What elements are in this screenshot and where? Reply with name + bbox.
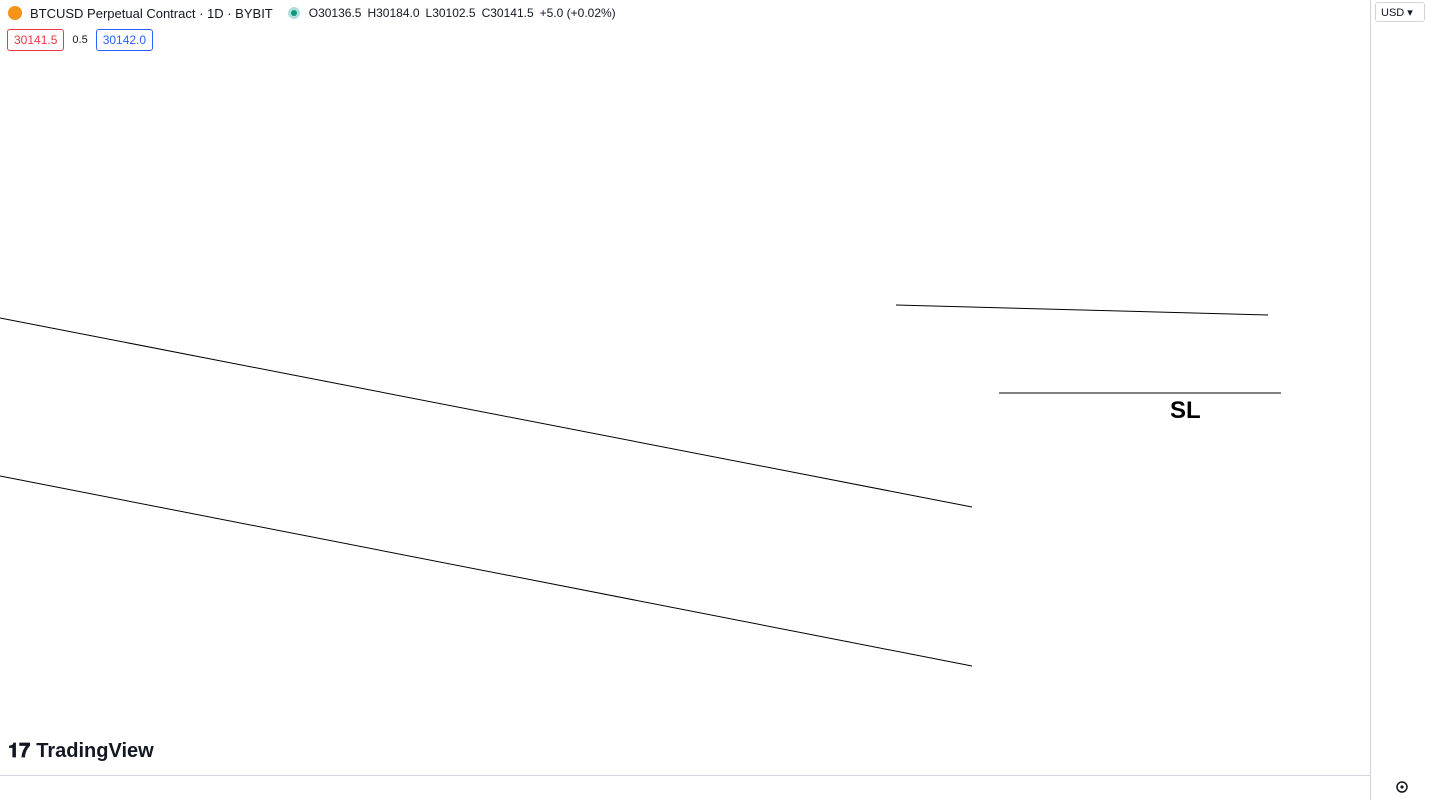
legend-header: BTCUSD Perpetual Contract · 1D · BYBIT O… (8, 4, 616, 22)
open: O30136.5 (308, 6, 362, 20)
dot-inner (290, 10, 297, 16)
low: L30102.5 (425, 6, 476, 20)
high: H30184.0 (367, 6, 420, 20)
gear-center[interactable] (1400, 785, 1404, 789)
sell-button[interactable]: 30141.5 (7, 29, 65, 51)
btc-icon (8, 6, 22, 20)
quote-buttons: 30141.5 0.5 30142.0 (7, 29, 154, 51)
buy-button[interactable]: 30142.0 (95, 29, 154, 51)
spread: 0.5 (72, 34, 88, 46)
btc-circle (8, 6, 22, 20)
close: C30141.5 (481, 6, 534, 20)
symbol[interactable]: BTCUSD Perpetual Contract · 1D · BYBIT (30, 5, 273, 21)
settings-icon[interactable] (1396, 781, 1408, 793)
channel-lower (0, 475, 973, 667)
ohlc: O30136.5 H30184.0 L30102.5 C30141.5 +5.0… (309, 6, 616, 20)
status-dot (287, 7, 300, 19)
sl-label: SL (1170, 397, 1201, 424)
drawings: SL (0, 304, 1281, 667)
gear[interactable] (1396, 781, 1408, 793)
change: +5.0 (+0.02%) (539, 6, 616, 20)
logo-text: TradingView (36, 740, 154, 762)
channel-upper (0, 317, 973, 508)
currency-select[interactable]: USD ▾ (1375, 2, 1425, 22)
logo: 𝟏𝟕 TradingView (8, 740, 154, 763)
logo-mark: 𝟏𝟕 (8, 740, 31, 762)
resistance-line (895, 304, 1269, 316)
currency[interactable]: USD (1381, 7, 1405, 19)
